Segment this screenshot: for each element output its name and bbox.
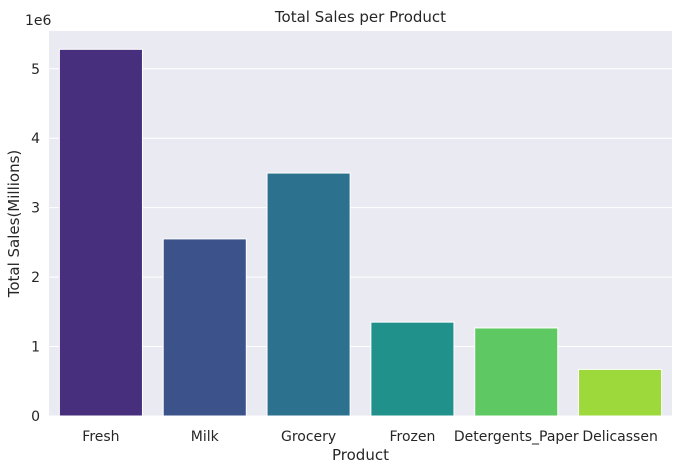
y-tick-labels: 0 1 2 3 4 5: [31, 62, 40, 425]
plot-area: [49, 31, 672, 416]
x-tick-label: Frozen: [389, 429, 435, 445]
x-tick-label: Delicassen: [582, 429, 658, 445]
y-tick-label: 0: [31, 409, 40, 425]
y-tick-label: 1: [31, 340, 40, 356]
bar-frozen: [370, 321, 455, 417]
y-axis-label: Total Sales(Millions): [5, 150, 23, 299]
x-tick-label: Grocery: [281, 429, 336, 445]
grid-lines: [49, 68, 672, 417]
bars: [58, 48, 663, 417]
x-tick-label: Fresh: [82, 429, 119, 445]
bar-milk: [162, 238, 247, 417]
y-tick-label: 5: [31, 62, 40, 78]
bar-grocery: [266, 172, 351, 417]
x-tick-label: Detergents_Paper: [454, 429, 579, 445]
x-tick-label: Milk: [191, 429, 220, 445]
bar-detergents-paper: [474, 327, 559, 417]
bar-fresh: [58, 48, 143, 417]
chart-title: Total Sales per Product: [274, 8, 446, 26]
x-axis-label: Product: [332, 446, 389, 464]
y-tick-label: 3: [31, 201, 40, 217]
x-tick-labels: Fresh Milk Grocery Frozen Detergents_Paper De…: [82, 429, 658, 445]
y-axis-offset-label: 1e6: [25, 13, 52, 29]
y-tick-label: 2: [31, 270, 40, 286]
bar-delicassen: [578, 368, 663, 417]
y-tick-label: 4: [31, 131, 40, 147]
